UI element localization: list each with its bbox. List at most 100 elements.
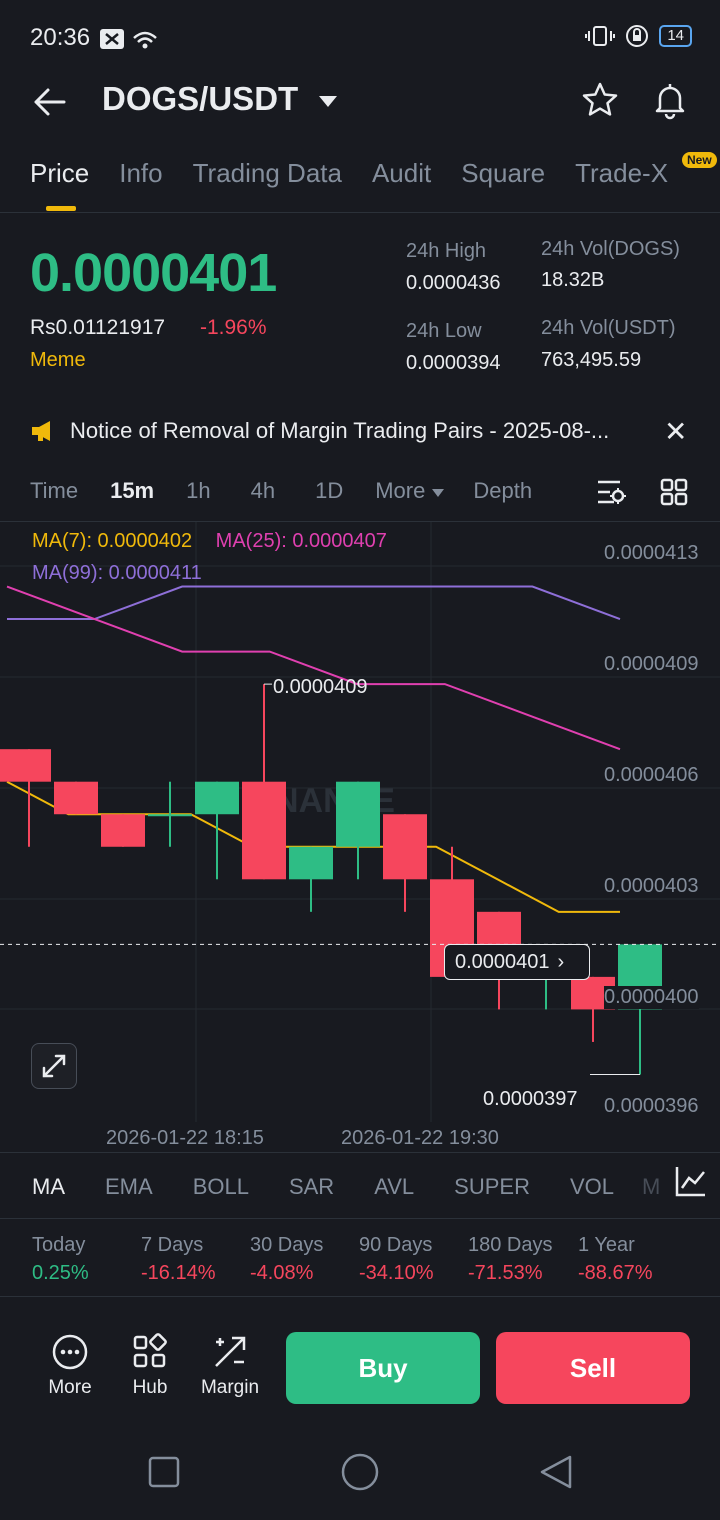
candle-body: [289, 846, 333, 880]
ma99-line: [7, 585, 621, 621]
perf-label: 90 Days: [359, 1234, 433, 1256]
candle-body: [195, 781, 239, 815]
top-tabs: Price Info Trading Data Audit Square Tra…: [30, 158, 668, 189]
indicator-vol[interactable]: VOL: [569, 1174, 614, 1199]
divider: [0, 212, 720, 213]
tab-price[interactable]: Price: [30, 158, 90, 188]
price-tick: 0.0000396: [604, 1095, 699, 1117]
vol-quote-label: 24h Vol(USDT): [541, 317, 676, 339]
tab-trade-x[interactable]: Trade-X: [575, 158, 669, 188]
buy-button[interactable]: Buy: [286, 1332, 480, 1404]
interval-bar: Time 15m 1h 4h 1D More Depth: [30, 478, 564, 504]
indicator-super[interactable]: SUPER: [454, 1174, 530, 1199]
time-tick: 2026-01-22 18:15: [106, 1127, 264, 1149]
interval-1d[interactable]: 1D: [315, 478, 344, 503]
last-price-marker-value: 0.0000401: [455, 951, 550, 973]
ma99-legend: MA(99): 0.0000411: [32, 562, 202, 584]
vibrate-icon: [585, 26, 616, 46]
more-action[interactable]: More: [38, 1332, 102, 1399]
system-nav-bar: [0, 1430, 720, 1520]
status-icons: 14: [585, 24, 692, 48]
chart-settings-icon[interactable]: [596, 478, 628, 513]
candle-body: [0, 749, 51, 782]
perf-label: Today: [32, 1234, 86, 1256]
back-button[interactable]: [30, 82, 70, 122]
chevron-right-icon: ›: [557, 951, 565, 973]
alert-bell-icon[interactable]: [650, 80, 690, 125]
indicator-more-cut[interactable]: M: [641, 1174, 661, 1199]
perf-label: 7 Days: [141, 1234, 204, 1256]
indicator-tabs: MA EMA BOLL SAR AVL SUPER VOL M: [32, 1174, 700, 1200]
interval-time[interactable]: Time: [30, 478, 79, 503]
indicator-avl[interactable]: AVL: [374, 1174, 415, 1199]
price-tick: 0.0000403: [604, 875, 699, 897]
more-dots-icon: [52, 1334, 88, 1370]
interval-more-label: More: [375, 478, 426, 503]
ma25-legend: MA(25): 0.0000407: [215, 530, 387, 552]
chevron-down-icon: [432, 489, 445, 497]
interval-more[interactable]: More: [375, 478, 445, 504]
tab-trading-data[interactable]: Trading Data: [192, 158, 342, 188]
hub-grid-icon: [133, 1333, 167, 1368]
time-tick: 2026-01-22 19:30: [341, 1127, 499, 1149]
candle-body: [336, 781, 380, 847]
tab-info[interactable]: Info: [119, 158, 163, 188]
expand-chart-button[interactable]: [31, 1043, 77, 1089]
tab-square[interactable]: Square: [461, 158, 546, 188]
interval-4h[interactable]: 4h: [250, 478, 276, 503]
fiat-price: Rs0.01121917: [30, 316, 166, 339]
candlestick-chart[interactable]: BINANCE: [0, 522, 720, 1122]
interval-depth[interactable]: Depth: [473, 478, 533, 503]
chevron-down-icon[interactable]: [318, 94, 338, 113]
vol-quote-value: 763,495.59: [541, 349, 642, 371]
recent-apps-button[interactable]: [148, 1456, 180, 1493]
perf-value: -34.10%: [359, 1262, 434, 1284]
perf-label: 1 Year: [578, 1234, 635, 1256]
status-time: 20:36: [30, 24, 91, 51]
indicator-boll[interactable]: BOLL: [192, 1174, 249, 1199]
perf-label: 180 Days: [468, 1234, 553, 1256]
perf-value: -16.14%: [141, 1262, 216, 1284]
hub-action[interactable]: Hub: [122, 1332, 178, 1399]
hub-label: Hub: [132, 1377, 168, 1398]
tab-audit[interactable]: Audit: [371, 158, 432, 188]
sell-button[interactable]: Sell: [496, 1332, 690, 1404]
last-price-marker[interactable]: 0.0000401 ›: [444, 944, 590, 980]
notification-icon: [100, 28, 160, 55]
notice-text: Notice of Removal of Margin Trading Pair…: [70, 418, 610, 443]
indicator-ema[interactable]: EMA: [105, 1174, 153, 1199]
divider: [0, 1218, 720, 1219]
back-arrow-icon: [34, 88, 66, 116]
new-badge: New: [682, 152, 717, 168]
favorite-star-icon[interactable]: [580, 80, 620, 125]
perf-value: -71.53%: [468, 1262, 543, 1284]
price-tick: 0.0000400: [604, 986, 699, 1009]
pair-selector[interactable]: DOGS/USDT: [102, 80, 299, 117]
chart-line-icon: [675, 1167, 705, 1197]
lock-rotation-icon: [626, 25, 649, 47]
price-change: -1.96%: [200, 316, 267, 339]
margin-label: Margin: [200, 1377, 260, 1398]
notice-banner[interactable]: Notice of Removal of Margin Trading Pair…: [30, 418, 609, 444]
grid-layout-icon[interactable]: [660, 478, 688, 511]
close-icon[interactable]: ✕: [664, 416, 688, 447]
high-marker: 0.0000409: [273, 676, 368, 698]
indicator-sar[interactable]: SAR: [288, 1174, 335, 1199]
low-marker: 0.0000397: [483, 1088, 578, 1110]
ma-legend: MA(7): 0.0000402 MA(25): 0.0000407: [32, 530, 387, 553]
indicator-settings-button[interactable]: [660, 1164, 720, 1208]
high-value: 0.0000436: [406, 272, 501, 294]
back-nav-button[interactable]: [538, 1454, 574, 1495]
tab-active-indicator: [46, 206, 76, 211]
interval-1h[interactable]: 1h: [186, 478, 211, 503]
interval-15m[interactable]: 15m: [110, 478, 155, 503]
low-label: 24h Low: [406, 320, 482, 342]
circle-icon: [341, 1453, 379, 1491]
indicator-ma[interactable]: MA: [32, 1174, 65, 1199]
home-button[interactable]: [340, 1452, 380, 1497]
tag-meme[interactable]: Meme: [30, 349, 86, 371]
vol-base-label: 24h Vol(DOGS): [541, 238, 680, 260]
margin-action[interactable]: Margin: [196, 1332, 264, 1399]
more-label: More: [48, 1377, 92, 1398]
price-tick: 0.0000413: [604, 542, 699, 564]
